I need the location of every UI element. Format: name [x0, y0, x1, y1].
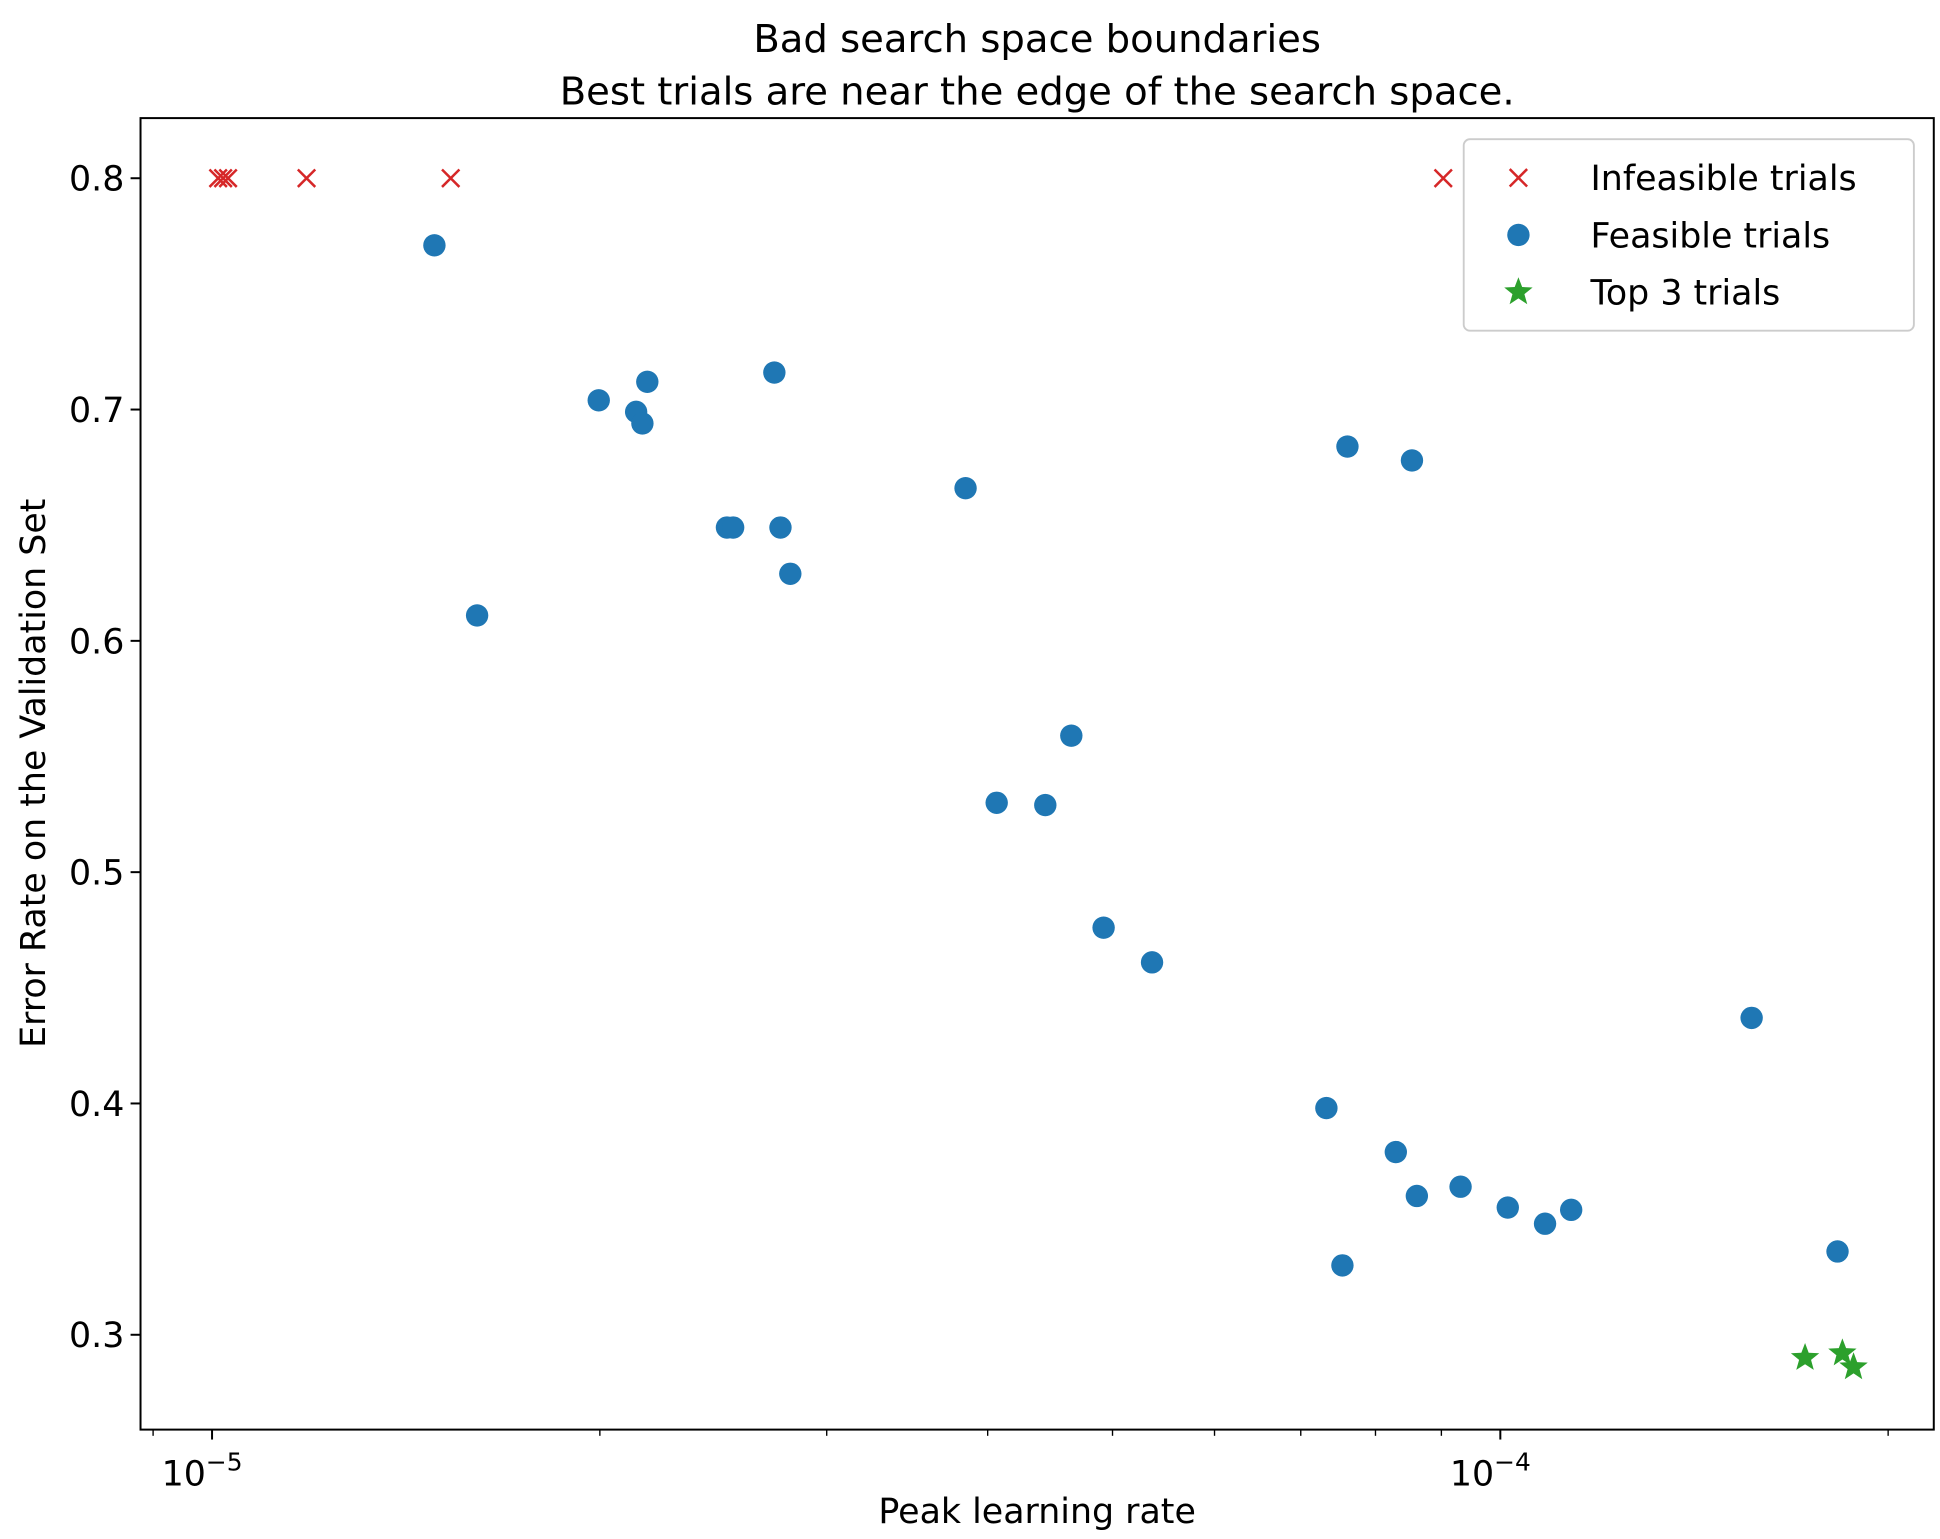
feasible-trial-point [1496, 1196, 1519, 1219]
feasible-trial-point [636, 370, 659, 393]
feasible-trial-point [1400, 449, 1424, 472]
feasible-trial-point [1140, 951, 1164, 974]
axes: 10−5 10−4 0.3 0.4 0.5 0.6 0.7 0.8 [69, 160, 1889, 1495]
chart-subtitle: Best trials are near the edge of the sea… [560, 69, 1515, 114]
feasible-trial-point [721, 516, 745, 539]
feasible-trial-point [1331, 1254, 1354, 1277]
feasible-trial-point [587, 389, 610, 412]
legend-label: Feasible trials [1591, 216, 1831, 256]
top-trial-point [1839, 1352, 1868, 1380]
feasible-trial-point [1740, 1006, 1763, 1030]
y-tick-label: 0.8 [69, 160, 124, 200]
y-tick-label: 0.4 [69, 1085, 124, 1125]
feasible-trial-point [1533, 1212, 1557, 1235]
top-trial-point [1790, 1342, 1820, 1370]
feasible-trial-point [985, 791, 1008, 814]
feasible-trial-point [1336, 435, 1359, 458]
infeasible-trial-point [441, 168, 461, 188]
y-axis-label: Error Rate on the Validation Set [14, 499, 54, 1048]
feasible-trial-point [1559, 1198, 1583, 1222]
x-stroke [218, 168, 238, 188]
feasible-trial-point [1384, 1140, 1408, 1164]
legend-box [1462, 138, 1915, 332]
top-trial-point [1828, 1338, 1857, 1366]
x-stroke [1433, 168, 1453, 188]
feasible-trial-point [423, 234, 446, 257]
legend: Infeasible trials Feasible trials Top 3 tr… [1462, 138, 1915, 332]
y-tick-label: 0.3 [69, 1316, 124, 1356]
feasible-trial-point [1826, 1240, 1849, 1263]
plot-frame [139, 117, 1935, 1431]
x-tick-label: 10−4 [1450, 1448, 1531, 1495]
feasible-trial-point [954, 476, 977, 500]
x-tick-label: 10−5 [162, 1448, 243, 1495]
infeasible-trial-point [213, 168, 233, 188]
feasible-trial-point [1315, 1096, 1338, 1120]
infeasible-trial-point [218, 168, 238, 188]
legend-top-trial-marker [1504, 277, 1533, 305]
feasible-trial-point [1034, 793, 1057, 817]
infeasible-trial-point [1433, 168, 1453, 188]
x-stroke [1508, 168, 1529, 188]
feasible-trial-point [769, 516, 792, 539]
feasible-trial-point [1060, 724, 1083, 747]
x-stroke [213, 168, 233, 188]
x-stroke [296, 168, 317, 188]
feasible-trial-point [779, 562, 802, 585]
feasible-trial-point [1092, 916, 1115, 939]
feasible-trial-point [1449, 1175, 1472, 1198]
feasible-trial-point [465, 604, 489, 627]
feasible-trial-point [1405, 1184, 1429, 1208]
infeasible-trial-point [296, 168, 317, 188]
chart-title: Bad search space boundaries [753, 17, 1321, 62]
y-tick-label: 0.7 [69, 391, 124, 431]
feasible-trial-point [763, 361, 786, 384]
legend-label: Top 3 trials [1590, 274, 1781, 314]
y-tick-label: 0.6 [69, 622, 124, 662]
feasible-trial-point [631, 412, 654, 435]
legend-infeasible-trial-marker [1508, 168, 1529, 188]
y-tick-label: 0.5 [69, 854, 124, 894]
x-axis-label: Peak learning rate [878, 1492, 1195, 1532]
x-stroke [441, 168, 461, 188]
legend-feasible-trial-marker [1507, 223, 1530, 247]
plot-marks [208, 168, 1868, 1380]
legend-label: Infeasible trials [1591, 159, 1857, 199]
